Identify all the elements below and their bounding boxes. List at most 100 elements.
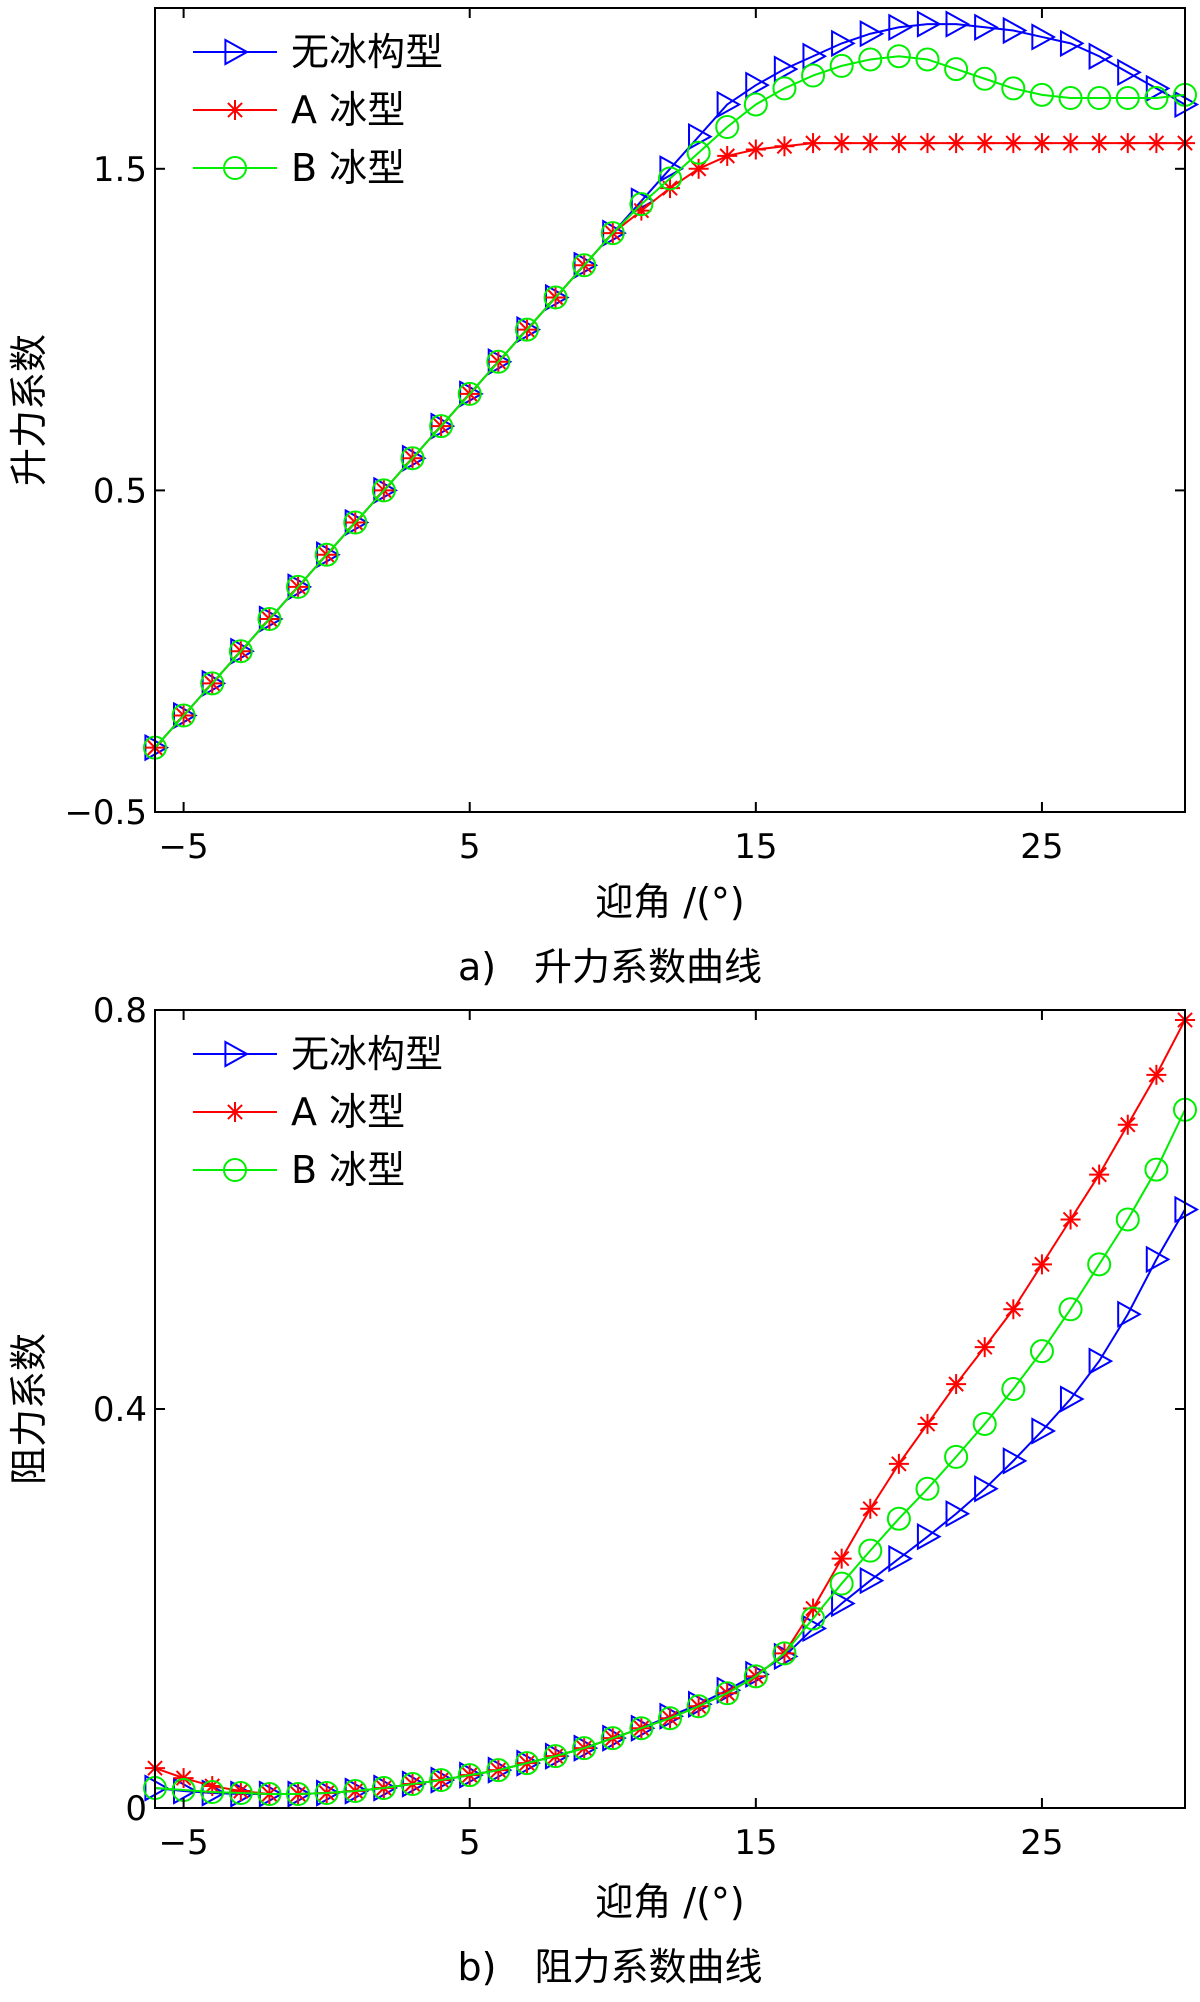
data-point — [686, 1694, 711, 1719]
data-point — [1174, 90, 1200, 119]
data-point — [745, 139, 766, 160]
data-point — [286, 1782, 311, 1807]
data-point — [773, 55, 799, 83]
data-point — [1117, 1300, 1142, 1328]
data-point — [831, 1548, 852, 1569]
data-point — [1146, 1064, 1167, 1085]
data-point — [944, 1444, 969, 1469]
data-point — [371, 1776, 396, 1801]
data-point — [400, 1772, 425, 1797]
data-point — [1001, 76, 1026, 101]
x-tick-label: 15 — [734, 1823, 777, 1863]
data-point — [1001, 1377, 1026, 1402]
legend-label: A 冰型 — [291, 88, 405, 132]
data-point — [743, 92, 768, 117]
plot-frame — [154, 7, 1186, 813]
series-line — [154, 23, 1186, 749]
data-point — [457, 1763, 482, 1788]
data-point — [314, 1781, 339, 1806]
data-point — [686, 140, 711, 165]
data-point — [286, 574, 311, 599]
x-tick-label: 15 — [734, 827, 777, 867]
legend: 无冰构型 A 冰型 B 冰型 — [193, 1032, 443, 1192]
data-point — [257, 1782, 282, 1807]
data-point — [200, 671, 225, 696]
data-point — [228, 639, 253, 664]
data-point — [974, 133, 995, 154]
data-point — [629, 1716, 654, 1741]
data-point — [829, 53, 854, 78]
legend-label: A 冰型 — [291, 1090, 405, 1134]
data-point — [831, 29, 856, 58]
data-point — [886, 1506, 911, 1531]
data-point — [974, 1475, 999, 1503]
data-point — [974, 1337, 995, 1358]
data-point — [1145, 74, 1171, 103]
data-point — [860, 133, 881, 154]
data-point — [514, 317, 539, 342]
data-point — [173, 1777, 198, 1805]
data-point — [774, 136, 795, 157]
data-point — [946, 1374, 967, 1395]
data-point — [1060, 133, 1081, 154]
series-line — [154, 1019, 1186, 1796]
data-point — [972, 1411, 997, 1436]
data-point — [314, 542, 339, 567]
data-point — [257, 607, 282, 632]
data-point — [972, 66, 997, 91]
legend-label: B 冰型 — [291, 146, 405, 190]
series-line — [154, 142, 1185, 749]
data-point — [600, 1726, 625, 1751]
legend-label: 无冰构型 — [291, 30, 443, 74]
data-point — [802, 42, 828, 70]
x-axis-label: 迎角 /(°) — [595, 880, 745, 924]
data-point — [831, 1589, 856, 1618]
data-point — [1002, 16, 1028, 45]
data-point — [514, 1751, 539, 1776]
data-point — [629, 192, 654, 217]
data-point — [772, 1641, 797, 1666]
data-point — [915, 1476, 940, 1501]
data-point — [888, 133, 909, 154]
panel-caption: a) 升力系数曲线 — [458, 945, 762, 989]
data-point — [858, 1538, 883, 1563]
data-point — [343, 510, 368, 535]
data-point — [831, 133, 852, 154]
data-point — [171, 703, 196, 728]
y-tick-label: −0.5 — [64, 793, 147, 833]
legend-marker — [225, 100, 245, 120]
data-point — [745, 1660, 770, 1689]
data-point — [803, 133, 824, 154]
data-point — [886, 44, 911, 69]
data-point — [916, 1522, 942, 1551]
data-point — [917, 133, 938, 154]
data-point — [1089, 133, 1110, 154]
data-point — [1087, 1252, 1112, 1277]
data-point — [1144, 1157, 1169, 1182]
y-tick-label: 0.4 — [93, 1390, 147, 1430]
data-point — [543, 1744, 568, 1769]
data-point — [1145, 1245, 1171, 1274]
data-point — [228, 1781, 253, 1806]
data-point — [1087, 86, 1112, 111]
data-point — [572, 253, 597, 278]
x-tick-label: 5 — [459, 827, 481, 867]
data-point — [944, 57, 969, 82]
legend-marker — [224, 38, 250, 66]
data-point — [1146, 133, 1167, 154]
data-point — [658, 1706, 682, 1731]
data-point — [916, 10, 942, 38]
y-tick-label: 0.5 — [93, 471, 147, 511]
data-point — [829, 1571, 854, 1596]
y-axis-label: 升力系数 — [7, 334, 51, 486]
data-point — [1031, 23, 1057, 51]
data-point — [688, 158, 709, 179]
data-point — [716, 90, 742, 119]
legend-marker — [224, 1040, 250, 1068]
series-line — [154, 1109, 1186, 1796]
data-point — [230, 1781, 251, 1802]
drag-coefficient-panel: −5 5 15 25 0 0.4 0.8 迎角 /(°) 阻力系数 b) 阻力系数曲线 无冰构型 A … — [7, 991, 1200, 1989]
data-point — [1144, 86, 1169, 111]
data-point — [1117, 58, 1142, 87]
